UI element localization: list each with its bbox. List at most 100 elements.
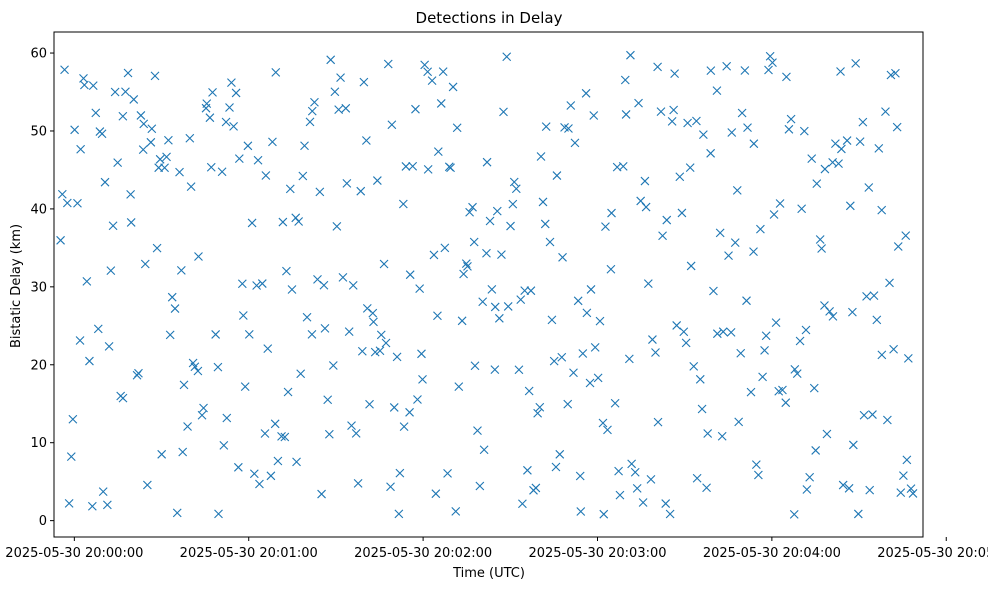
data-point bbox=[614, 466, 623, 476]
data-point bbox=[179, 380, 189, 390]
data-point bbox=[348, 280, 358, 290]
data-point bbox=[518, 499, 527, 509]
data-point bbox=[858, 117, 868, 127]
data-point bbox=[610, 398, 620, 408]
data-point bbox=[892, 122, 902, 132]
data-point bbox=[370, 347, 380, 357]
data-point bbox=[679, 327, 689, 337]
data-point bbox=[825, 307, 835, 316]
data-point bbox=[509, 177, 519, 187]
data-point bbox=[487, 284, 497, 294]
data-point bbox=[624, 354, 634, 364]
data-point bbox=[743, 123, 752, 133]
data-point bbox=[891, 68, 900, 78]
data-point bbox=[881, 107, 890, 117]
data-point bbox=[508, 199, 518, 209]
data-point bbox=[812, 179, 822, 189]
data-point bbox=[273, 456, 283, 466]
data-point bbox=[68, 414, 78, 424]
data-point bbox=[231, 88, 241, 98]
data-point bbox=[324, 429, 334, 439]
data-point bbox=[121, 87, 130, 97]
data-point bbox=[658, 231, 667, 241]
data-point bbox=[91, 108, 101, 118]
data-point bbox=[222, 413, 232, 423]
data-point bbox=[811, 446, 821, 455]
data-point bbox=[490, 302, 500, 312]
data-point bbox=[420, 60, 430, 70]
data-point bbox=[653, 62, 662, 72]
data-point bbox=[176, 265, 186, 275]
data-point bbox=[703, 429, 713, 438]
data-point bbox=[802, 485, 812, 494]
data-point bbox=[872, 315, 882, 325]
data-point bbox=[423, 67, 433, 77]
data-point bbox=[576, 507, 586, 516]
data-point bbox=[848, 440, 858, 450]
data-point bbox=[368, 308, 378, 318]
y-tick-label: 60 bbox=[30, 47, 47, 62]
data-point bbox=[172, 508, 182, 518]
data-point bbox=[828, 157, 838, 167]
data-point bbox=[753, 470, 763, 480]
data-point bbox=[282, 266, 291, 276]
data-point bbox=[319, 280, 329, 290]
data-point bbox=[859, 410, 869, 420]
data-point bbox=[524, 386, 534, 396]
data-point bbox=[229, 121, 238, 131]
data-point bbox=[479, 445, 489, 455]
data-point bbox=[801, 325, 811, 335]
data-point bbox=[277, 432, 286, 441]
data-point bbox=[615, 490, 625, 500]
data-point bbox=[686, 261, 696, 271]
data-point bbox=[834, 159, 843, 169]
data-point bbox=[227, 78, 236, 88]
data-point bbox=[621, 110, 631, 119]
data-point bbox=[641, 202, 651, 212]
data-point bbox=[244, 329, 254, 339]
data-point bbox=[433, 311, 442, 321]
x-axis: 2025-05-30 20:00:00 2025-05-30 20:01:00 20… bbox=[5, 537, 988, 561]
data-point bbox=[771, 318, 781, 327]
data-point bbox=[851, 58, 861, 68]
data-point bbox=[170, 304, 180, 313]
data-point bbox=[736, 348, 746, 358]
data-point bbox=[511, 184, 521, 194]
data-point bbox=[178, 447, 188, 457]
data-point bbox=[146, 137, 156, 147]
data-point bbox=[492, 206, 502, 216]
data-point bbox=[431, 489, 441, 499]
data-point bbox=[217, 167, 227, 177]
data-point bbox=[627, 459, 637, 469]
data-point bbox=[328, 361, 338, 370]
data-point bbox=[213, 362, 223, 372]
data-point bbox=[398, 199, 408, 209]
data-point bbox=[718, 327, 728, 337]
x-tick-label: 2025-05-30 20:05:00 bbox=[877, 546, 988, 561]
data-point bbox=[202, 99, 212, 108]
data-point bbox=[118, 393, 128, 403]
data-point bbox=[465, 207, 474, 217]
data-point bbox=[661, 499, 671, 508]
data-point bbox=[185, 133, 195, 143]
data-point bbox=[381, 338, 391, 348]
data-point bbox=[601, 222, 610, 232]
data-point bbox=[341, 103, 351, 113]
data-point bbox=[199, 403, 208, 413]
x-axis-label: Time (UTC) bbox=[452, 566, 525, 581]
data-point bbox=[886, 70, 896, 80]
data-point bbox=[108, 221, 118, 231]
data-point bbox=[129, 95, 139, 104]
data-point bbox=[123, 68, 133, 78]
data-point bbox=[440, 243, 450, 253]
data-point bbox=[563, 399, 573, 409]
data-point bbox=[698, 130, 708, 140]
data-point bbox=[87, 501, 97, 511]
data-point bbox=[865, 485, 875, 495]
data-point bbox=[457, 316, 467, 326]
data-point bbox=[57, 189, 67, 199]
data-point bbox=[648, 335, 657, 344]
data-point bbox=[538, 197, 548, 207]
data-point bbox=[294, 217, 304, 226]
